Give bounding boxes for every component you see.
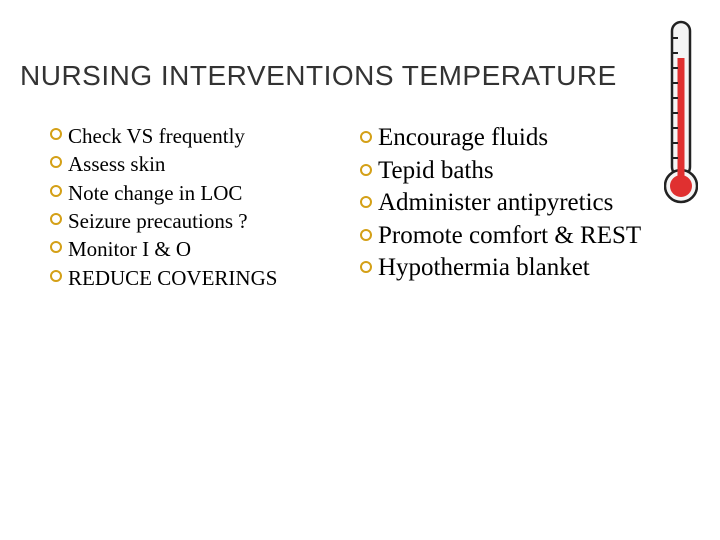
bullet-icon bbox=[50, 270, 62, 282]
list-item-label: Note change in LOC bbox=[68, 179, 242, 207]
bullet-icon bbox=[360, 229, 372, 241]
list-item-label: Administer antipyretics bbox=[378, 187, 613, 220]
slide: NURSING INTERVENTIONS TEMPERATURE Check … bbox=[0, 0, 720, 540]
bullet-icon bbox=[360, 196, 372, 208]
bullet-icon bbox=[50, 213, 62, 225]
bullet-icon bbox=[50, 185, 62, 197]
slide-title: NURSING INTERVENTIONS TEMPERATURE bbox=[20, 60, 700, 92]
list-item-label: Assess skin bbox=[68, 150, 165, 178]
thermometer-icon bbox=[664, 18, 698, 208]
content-columns: Check VS frequently Assess skin Note cha… bbox=[20, 122, 700, 292]
bullet-icon bbox=[50, 128, 62, 140]
list-item: Hypothermia blanket bbox=[360, 252, 660, 285]
bullet-icon bbox=[50, 156, 62, 168]
list-item: Check VS frequently bbox=[50, 122, 340, 150]
list-item: Seizure precautions ? bbox=[50, 207, 340, 235]
list-item: Encourage fluids bbox=[360, 122, 660, 155]
list-item: Assess skin bbox=[50, 150, 340, 178]
list-item-label: Seizure precautions ? bbox=[68, 207, 248, 235]
list-item-label: Hypothermia blanket bbox=[378, 252, 590, 285]
list-item-label: Tepid baths bbox=[378, 155, 494, 188]
list-item: Promote comfort & REST bbox=[360, 220, 660, 253]
right-column: Encourage fluids Tepid baths Administer … bbox=[360, 122, 660, 292]
left-column: Check VS frequently Assess skin Note cha… bbox=[50, 122, 340, 292]
bullet-icon bbox=[50, 241, 62, 253]
list-item-label: Promote comfort & REST bbox=[378, 220, 641, 253]
list-item: Administer antipyretics bbox=[360, 187, 660, 220]
bullet-icon bbox=[360, 131, 372, 143]
list-item: REDUCE COVERINGS bbox=[50, 264, 340, 292]
list-item: Note change in LOC bbox=[50, 179, 340, 207]
list-item-label: Check VS frequently bbox=[68, 122, 245, 150]
list-item-label: Encourage fluids bbox=[378, 122, 548, 155]
list-item: Monitor I & O bbox=[50, 235, 340, 263]
bullet-icon bbox=[360, 261, 372, 273]
list-item-label: Monitor I & O bbox=[68, 235, 191, 263]
list-item-label: REDUCE COVERINGS bbox=[68, 264, 277, 292]
list-item: Tepid baths bbox=[360, 155, 660, 188]
bullet-icon bbox=[360, 164, 372, 176]
